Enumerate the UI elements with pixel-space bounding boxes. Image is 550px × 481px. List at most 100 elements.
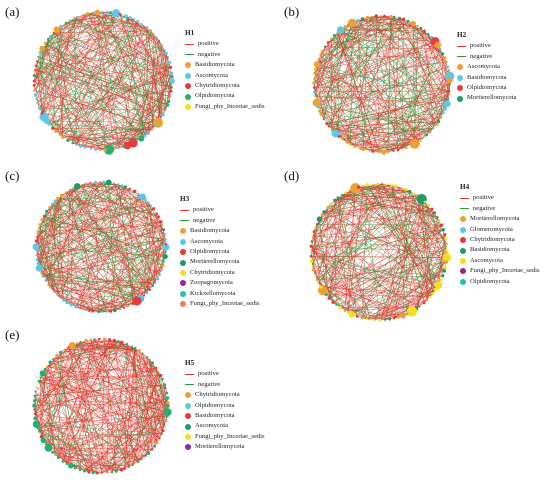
network-node xyxy=(331,129,340,138)
negative-edge xyxy=(363,28,422,150)
negative-edge xyxy=(125,15,142,139)
positive-edge xyxy=(35,246,44,277)
negative-edge xyxy=(56,29,142,139)
network-node xyxy=(341,193,344,196)
network-node xyxy=(389,15,393,19)
positive-edge xyxy=(405,70,449,148)
network-node xyxy=(441,52,445,56)
positive-edge xyxy=(335,133,394,152)
network-node xyxy=(319,285,323,289)
positive-edge xyxy=(384,251,448,320)
negative-edge xyxy=(367,184,438,218)
network-node xyxy=(65,462,69,466)
network-node xyxy=(105,471,109,474)
network-graph xyxy=(312,14,455,155)
network-node xyxy=(381,149,387,155)
legend-item: positive xyxy=(185,39,265,49)
legend-label: Fungi_phy_Incertae_sedis xyxy=(190,299,260,307)
negative-edge xyxy=(40,52,43,114)
network-node xyxy=(165,391,169,395)
positive-edge xyxy=(113,183,164,230)
network-node xyxy=(440,116,443,119)
network-node xyxy=(443,56,447,60)
negative-edge xyxy=(401,19,404,149)
positive-edge xyxy=(38,381,68,464)
positive-edge xyxy=(141,23,170,63)
positive-edge xyxy=(81,184,116,311)
network-node xyxy=(161,377,164,381)
positive-edge xyxy=(57,198,161,223)
network-node xyxy=(114,469,118,473)
positive-edge xyxy=(438,234,446,286)
network-node xyxy=(400,186,403,189)
network-node xyxy=(404,146,408,150)
dot-swatch xyxy=(185,62,191,69)
positive-edge xyxy=(76,40,160,145)
negative-edge xyxy=(37,427,90,473)
positive-edge xyxy=(316,192,346,280)
positive-edge xyxy=(80,104,168,147)
dot-swatch xyxy=(185,93,191,100)
negative-edge xyxy=(391,185,408,314)
network-node xyxy=(51,358,55,361)
positive-edge xyxy=(49,207,64,301)
negative-edge xyxy=(344,225,442,311)
line-swatch xyxy=(185,384,194,386)
positive-edge xyxy=(101,346,133,474)
network-node xyxy=(143,197,147,201)
negative-edge xyxy=(393,17,439,122)
network-node xyxy=(69,303,73,307)
network-node xyxy=(443,266,447,270)
dot-swatch xyxy=(185,433,191,440)
legend-label: Mortierellomycota xyxy=(190,258,240,266)
positive-edge xyxy=(377,183,417,309)
dot-swatch xyxy=(457,85,463,92)
network-node xyxy=(64,191,68,194)
legend-item: Chytridiomycota xyxy=(180,268,260,278)
dot-swatch xyxy=(460,278,466,285)
network-node xyxy=(160,432,164,435)
network-node xyxy=(167,99,171,103)
positive-edge xyxy=(76,21,138,145)
positive-edge xyxy=(52,359,160,439)
negative-edge xyxy=(38,263,141,299)
legend-label: Ascomycota xyxy=(190,237,223,245)
positive-edge xyxy=(36,61,43,114)
negative-edge xyxy=(41,48,45,117)
network-node xyxy=(40,271,43,275)
negative-edge xyxy=(38,381,76,468)
network-node xyxy=(436,216,439,219)
network-node xyxy=(111,9,121,18)
positive-edge xyxy=(92,12,168,106)
negative-edge xyxy=(340,29,448,104)
negative-edge xyxy=(101,11,119,149)
legend-label: Fungi_phy_Incertae_sedis xyxy=(470,267,540,275)
network-node xyxy=(127,465,131,469)
network-node xyxy=(39,435,44,439)
network-node xyxy=(141,23,144,26)
legend-label: positive xyxy=(473,194,494,202)
positive-edge xyxy=(313,82,437,125)
network-node xyxy=(423,200,426,203)
network-graph xyxy=(32,337,172,475)
network-node xyxy=(32,243,40,251)
network-node xyxy=(95,471,99,475)
network-node xyxy=(161,263,165,267)
negative-edge xyxy=(109,339,169,407)
positive-edge xyxy=(376,16,380,152)
positive-edge xyxy=(101,455,146,474)
negative-edge xyxy=(36,61,119,149)
positive-edge xyxy=(68,347,94,473)
network-node xyxy=(131,463,134,466)
network-node xyxy=(314,226,317,229)
network-node xyxy=(79,340,82,344)
negative-edge xyxy=(103,181,154,287)
legend-item: Chytridiomycota xyxy=(460,235,540,245)
network-node xyxy=(314,95,317,98)
network-node xyxy=(35,254,38,257)
positive-edge xyxy=(34,15,127,76)
network-node xyxy=(33,408,36,411)
network-node xyxy=(93,180,97,184)
positive-edge xyxy=(38,227,115,311)
negative-edge xyxy=(36,240,164,266)
